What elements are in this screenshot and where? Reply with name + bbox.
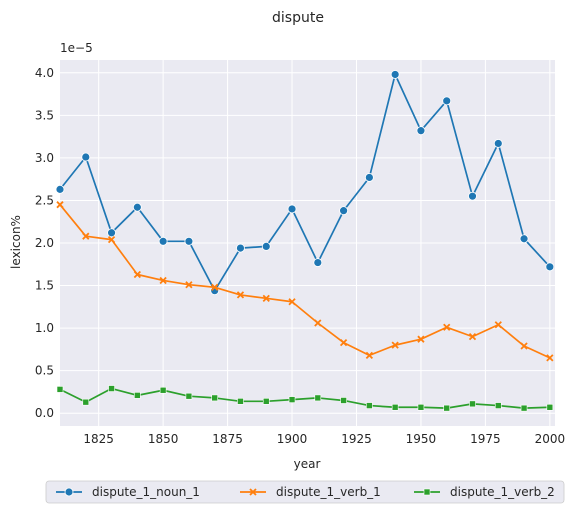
data-point [83,399,89,405]
data-point [521,405,527,411]
data-point [134,392,140,398]
x-tick-label: 2000 [535,432,566,446]
data-point [443,97,451,105]
y-axis-label: lexicon% [9,215,23,269]
data-point [159,237,167,245]
x-tick-label: 1900 [277,432,308,446]
data-point [341,397,347,403]
legend-label: dispute_1_noun_1 [92,485,200,499]
data-point [212,395,218,401]
y-scale-note: 1e−5 [60,41,93,55]
data-point [315,395,321,401]
data-point [236,244,244,252]
data-point [546,263,554,271]
data-point [417,127,425,135]
data-point [495,403,501,409]
data-point [289,397,295,403]
y-tick-label: 2.0 [35,236,54,250]
data-point [160,387,166,393]
data-point [288,205,296,213]
data-point [186,393,192,399]
legend: dispute_1_noun_1 dispute_1_verb_1 dispute_… [46,481,564,503]
data-point [391,70,399,78]
x-tick-label: 1925 [341,432,372,446]
data-point [366,403,372,409]
data-point [57,386,63,392]
y-tick-label: 3.5 [35,108,54,122]
data-point [547,404,553,410]
data-point [133,203,141,211]
legend-marker [65,488,73,496]
data-point [392,404,398,410]
data-point [444,405,450,411]
data-point [237,398,243,404]
data-point [470,401,476,407]
x-tick-label: 1825 [83,432,114,446]
data-point [314,259,322,267]
data-point [56,185,64,193]
data-point [494,139,502,147]
data-point [108,229,116,237]
chart-title: dispute [272,10,324,26]
data-point [340,207,348,215]
legend-label: dispute_1_verb_2 [450,485,555,499]
data-point [82,153,90,161]
data-point [418,404,424,410]
y-tick-label: 0.0 [35,406,54,420]
data-point [185,237,193,245]
x-tick-label: 1850 [148,432,179,446]
x-tick-label: 1875 [212,432,243,446]
x-tick-label: 1950 [406,432,437,446]
data-point [469,192,477,200]
data-point [365,173,373,181]
data-point [262,242,270,250]
data-point [263,398,269,404]
data-point [109,386,115,392]
y-tick-label: 1.5 [35,279,54,293]
y-tick-label: 0.5 [35,364,54,378]
y-tick-label: 1.0 [35,321,54,335]
x-axis-label: year [294,457,321,471]
legend-marker [424,489,430,495]
y-tick-label: 2.5 [35,193,54,207]
y-tick-label: 4.0 [35,66,54,80]
data-point [520,235,528,243]
x-tick-label: 1975 [470,432,501,446]
y-tick-label: 3.0 [35,151,54,165]
legend-label: dispute_1_verb_1 [276,485,381,499]
